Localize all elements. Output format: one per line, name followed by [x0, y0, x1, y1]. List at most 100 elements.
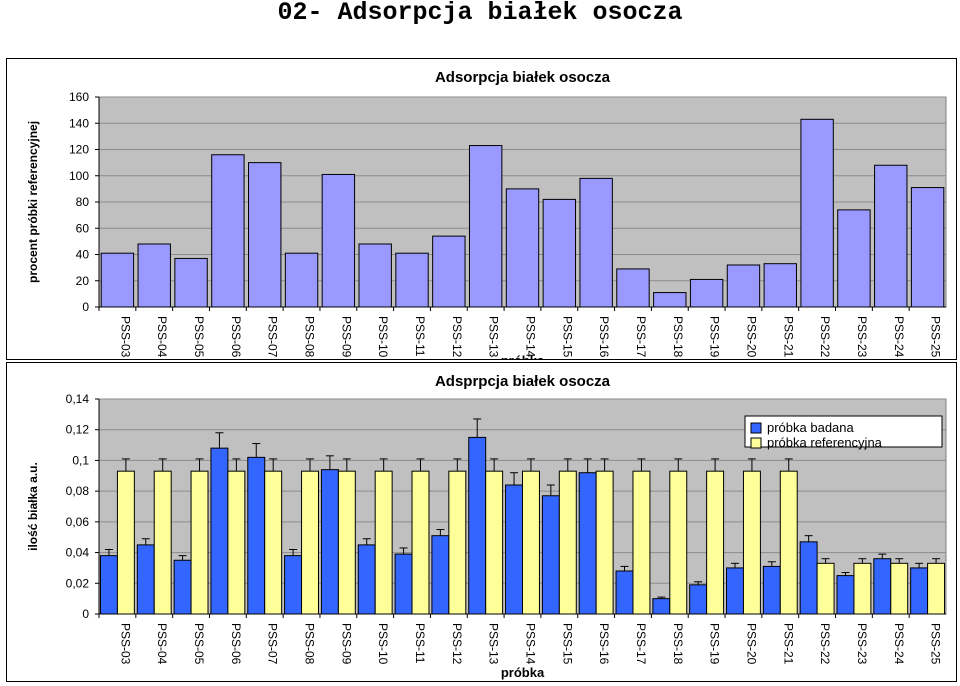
x-category-label: PSS-20 [744, 623, 758, 665]
x-category-label: PSS-05 [192, 623, 206, 665]
x-category-label: PSS-21 [781, 316, 795, 358]
x-category-label: PSS-15 [560, 316, 574, 358]
bar-series-1 [652, 598, 671, 615]
bar-series-1 [836, 575, 855, 615]
chart-protein-amount: Adsprpcja białek osocza 0 0,02 0,04 0,06 0,08… [6, 362, 957, 682]
y-axis-title: procent próbki referencyjnej [26, 121, 40, 283]
bar-series-2 [190, 470, 209, 615]
bar-series-2 [853, 562, 872, 615]
bar [211, 154, 245, 308]
bar-series-2 [227, 470, 246, 615]
x-category-label: PSS-06 [229, 623, 243, 665]
bar-series-2 [890, 562, 909, 615]
bar-series-2 [816, 562, 835, 615]
bar [800, 118, 834, 308]
y-tick-label: 80 [76, 195, 90, 209]
bar-series-2 [374, 470, 393, 615]
bar-series-1 [320, 469, 339, 615]
x-category-label: PSS-17 [634, 316, 648, 358]
x-category-label: PSS-16 [597, 316, 611, 358]
bar-series-2 [448, 470, 467, 615]
y-tick-label: 40 [76, 248, 90, 262]
bar [910, 187, 945, 308]
bar [837, 209, 871, 308]
legend-box [744, 415, 943, 448]
x-axis-title: próbka [501, 665, 545, 680]
bar-series-1 [394, 553, 413, 615]
x-category-label: PSS-06 [229, 316, 243, 358]
y-tick-label: 100 [69, 169, 89, 183]
x-category-label: PSS-10 [376, 623, 390, 665]
x-category-label: PSS-25 [929, 316, 943, 358]
x-category-label: PSS-07 [266, 623, 280, 665]
bar-series-2 [706, 470, 725, 615]
bar [763, 263, 797, 308]
y-tick-label: 0,12 [66, 423, 90, 437]
x-category-label: PSS-20 [744, 316, 758, 358]
x-category-label: PSS-18 [671, 623, 685, 665]
bar [616, 268, 650, 308]
bar-series-1 [210, 447, 229, 615]
bar [689, 278, 724, 308]
chart-title: Adsprpcja białek osocza [435, 373, 611, 390]
x-category-label: PSS-22 [818, 623, 832, 665]
y-axis-title: ilość białka a.u. [26, 462, 40, 551]
bar [284, 252, 319, 308]
bar-series-2 [301, 470, 319, 615]
x-category-label: PSS-05 [192, 316, 206, 358]
bar-series-1 [247, 456, 266, 615]
bar [174, 257, 208, 308]
y-tick-label: 0 [82, 607, 89, 621]
legend-swatch-1 [750, 422, 762, 434]
bar-series-1 [468, 436, 487, 615]
bar [358, 243, 392, 308]
bar-series-1 [99, 555, 118, 615]
bar-series-2 [337, 470, 356, 615]
x-category-label: PSS-09 [339, 623, 353, 665]
legend-label-2: próbka referencyjna [767, 435, 883, 450]
bar-series-1 [762, 565, 781, 615]
bar-series-2 [116, 470, 135, 615]
x-category-label: PSS-22 [818, 316, 832, 358]
x-category-label: PSS-10 [376, 316, 390, 358]
y-tick-label: 60 [76, 221, 90, 235]
bar-series-1 [910, 567, 929, 615]
bar-series-1 [431, 535, 450, 615]
page-title: 02- Adsorpcja białek osocza [277, 0, 683, 27]
bar-series-2 [522, 470, 540, 615]
bar [653, 292, 687, 308]
bar-series-2 [669, 470, 688, 615]
y-tick-label: 0,04 [66, 546, 90, 560]
bar [432, 235, 466, 308]
bar-series-1 [357, 544, 376, 615]
x-category-label: PSS-04 [155, 316, 169, 358]
y-tick-label: 160 [69, 90, 89, 104]
x-category-label: PSS-14 [524, 316, 538, 358]
x-category-label: PSS-24 [892, 623, 906, 665]
bar [137, 243, 171, 308]
y-tick-label: 0,08 [66, 484, 90, 498]
bar-series-1 [505, 484, 523, 615]
bar [579, 177, 613, 308]
bar-series-2 [264, 470, 283, 615]
bar-series-1 [873, 558, 892, 615]
bar-series-2 [595, 470, 614, 615]
x-category-label: PSS-12 [450, 316, 464, 358]
x-category-label: PSS-07 [266, 316, 280, 358]
bar-series-2 [779, 470, 798, 615]
x-category-label: PSS-15 [560, 623, 574, 665]
y-tick-label: 0,14 [66, 392, 90, 406]
x-category-label: PSS-14 [524, 623, 538, 665]
bar-series-2 [742, 470, 761, 615]
x-category-label: PSS-19 [708, 316, 722, 358]
x-category-label: PSS-12 [450, 623, 464, 665]
bar-series-2 [927, 562, 946, 615]
x-category-label: PSS-11 [413, 316, 427, 357]
y-tick-label: 0,1 [72, 453, 89, 467]
bar-series-1 [615, 570, 634, 615]
chart-protein-amount-svg: Adsprpcja białek osocza 0 0,02 0,04 0,06 0,08… [26, 373, 947, 680]
x-category-label: PSS-24 [892, 316, 906, 358]
legend-swatch-2 [750, 437, 762, 449]
chart-adsorption-percent-svg: Adsorpcja białek osocza 0 20 40 60 80 100 120 14… [26, 69, 947, 368]
bar [874, 164, 908, 308]
